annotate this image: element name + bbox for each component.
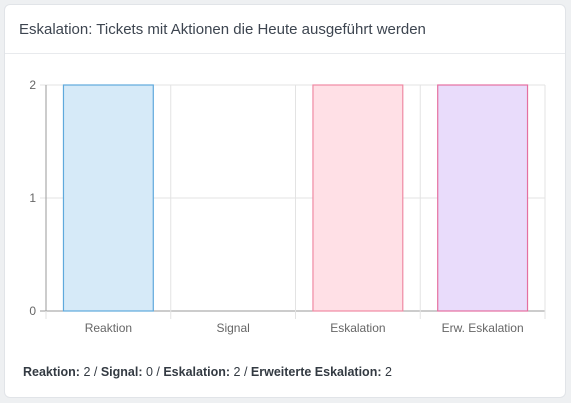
y-tick-label: 0 (29, 304, 36, 318)
bar-eskalation (312, 84, 404, 312)
bar-reaktion (62, 84, 154, 312)
summary-value-erweiterte-eskalation: 2 (384, 365, 392, 379)
x-tick-label: Erw. Eskalation (442, 321, 524, 335)
summary-label-erweiterte-eskalation: Erweiterte Eskalation: (250, 365, 382, 379)
summary-separator: / (240, 365, 251, 379)
summary-value-eskalation: 2 (233, 365, 241, 379)
x-tick-label: Eskalation (330, 321, 385, 335)
x-tick-label: Signal (216, 321, 249, 335)
bar-erw-eskalation (437, 84, 529, 312)
summary-label-signal: Signal: (100, 365, 143, 379)
x-axis-labels: Reaktion Signal Eskalation Erw. Eskalation (85, 321, 524, 335)
x-tick-label: Reaktion (85, 321, 132, 335)
summary-line: Reaktion: 2 / Signal: 0 / Eskalation: 2 … (23, 365, 392, 379)
summary-label-reaktion: Reaktion: (23, 365, 80, 379)
summary-value-signal: 0 (145, 365, 153, 379)
chart-bars (62, 84, 529, 312)
summary-value-reaktion: 2 (83, 365, 91, 379)
card-title: Eskalation: Tickets mit Aktionen die Heu… (19, 21, 426, 38)
bar-chart: 0 1 2 Reaktion Signal Eskalation Erw. Eskalat… (29, 78, 546, 335)
y-tick-label: 2 (29, 78, 36, 92)
y-axis-labels: 0 1 2 (29, 78, 36, 318)
y-tick-label: 1 (29, 191, 36, 205)
summary-separator: / (152, 365, 164, 379)
summary-label-eskalation: Eskalation: (163, 365, 231, 379)
card-header: Eskalation: Tickets mit Aktionen die Heu… (5, 5, 565, 54)
summary-separator: / (90, 365, 101, 379)
chart-card: Eskalation: Tickets mit Aktionen die Heu… (4, 4, 566, 398)
